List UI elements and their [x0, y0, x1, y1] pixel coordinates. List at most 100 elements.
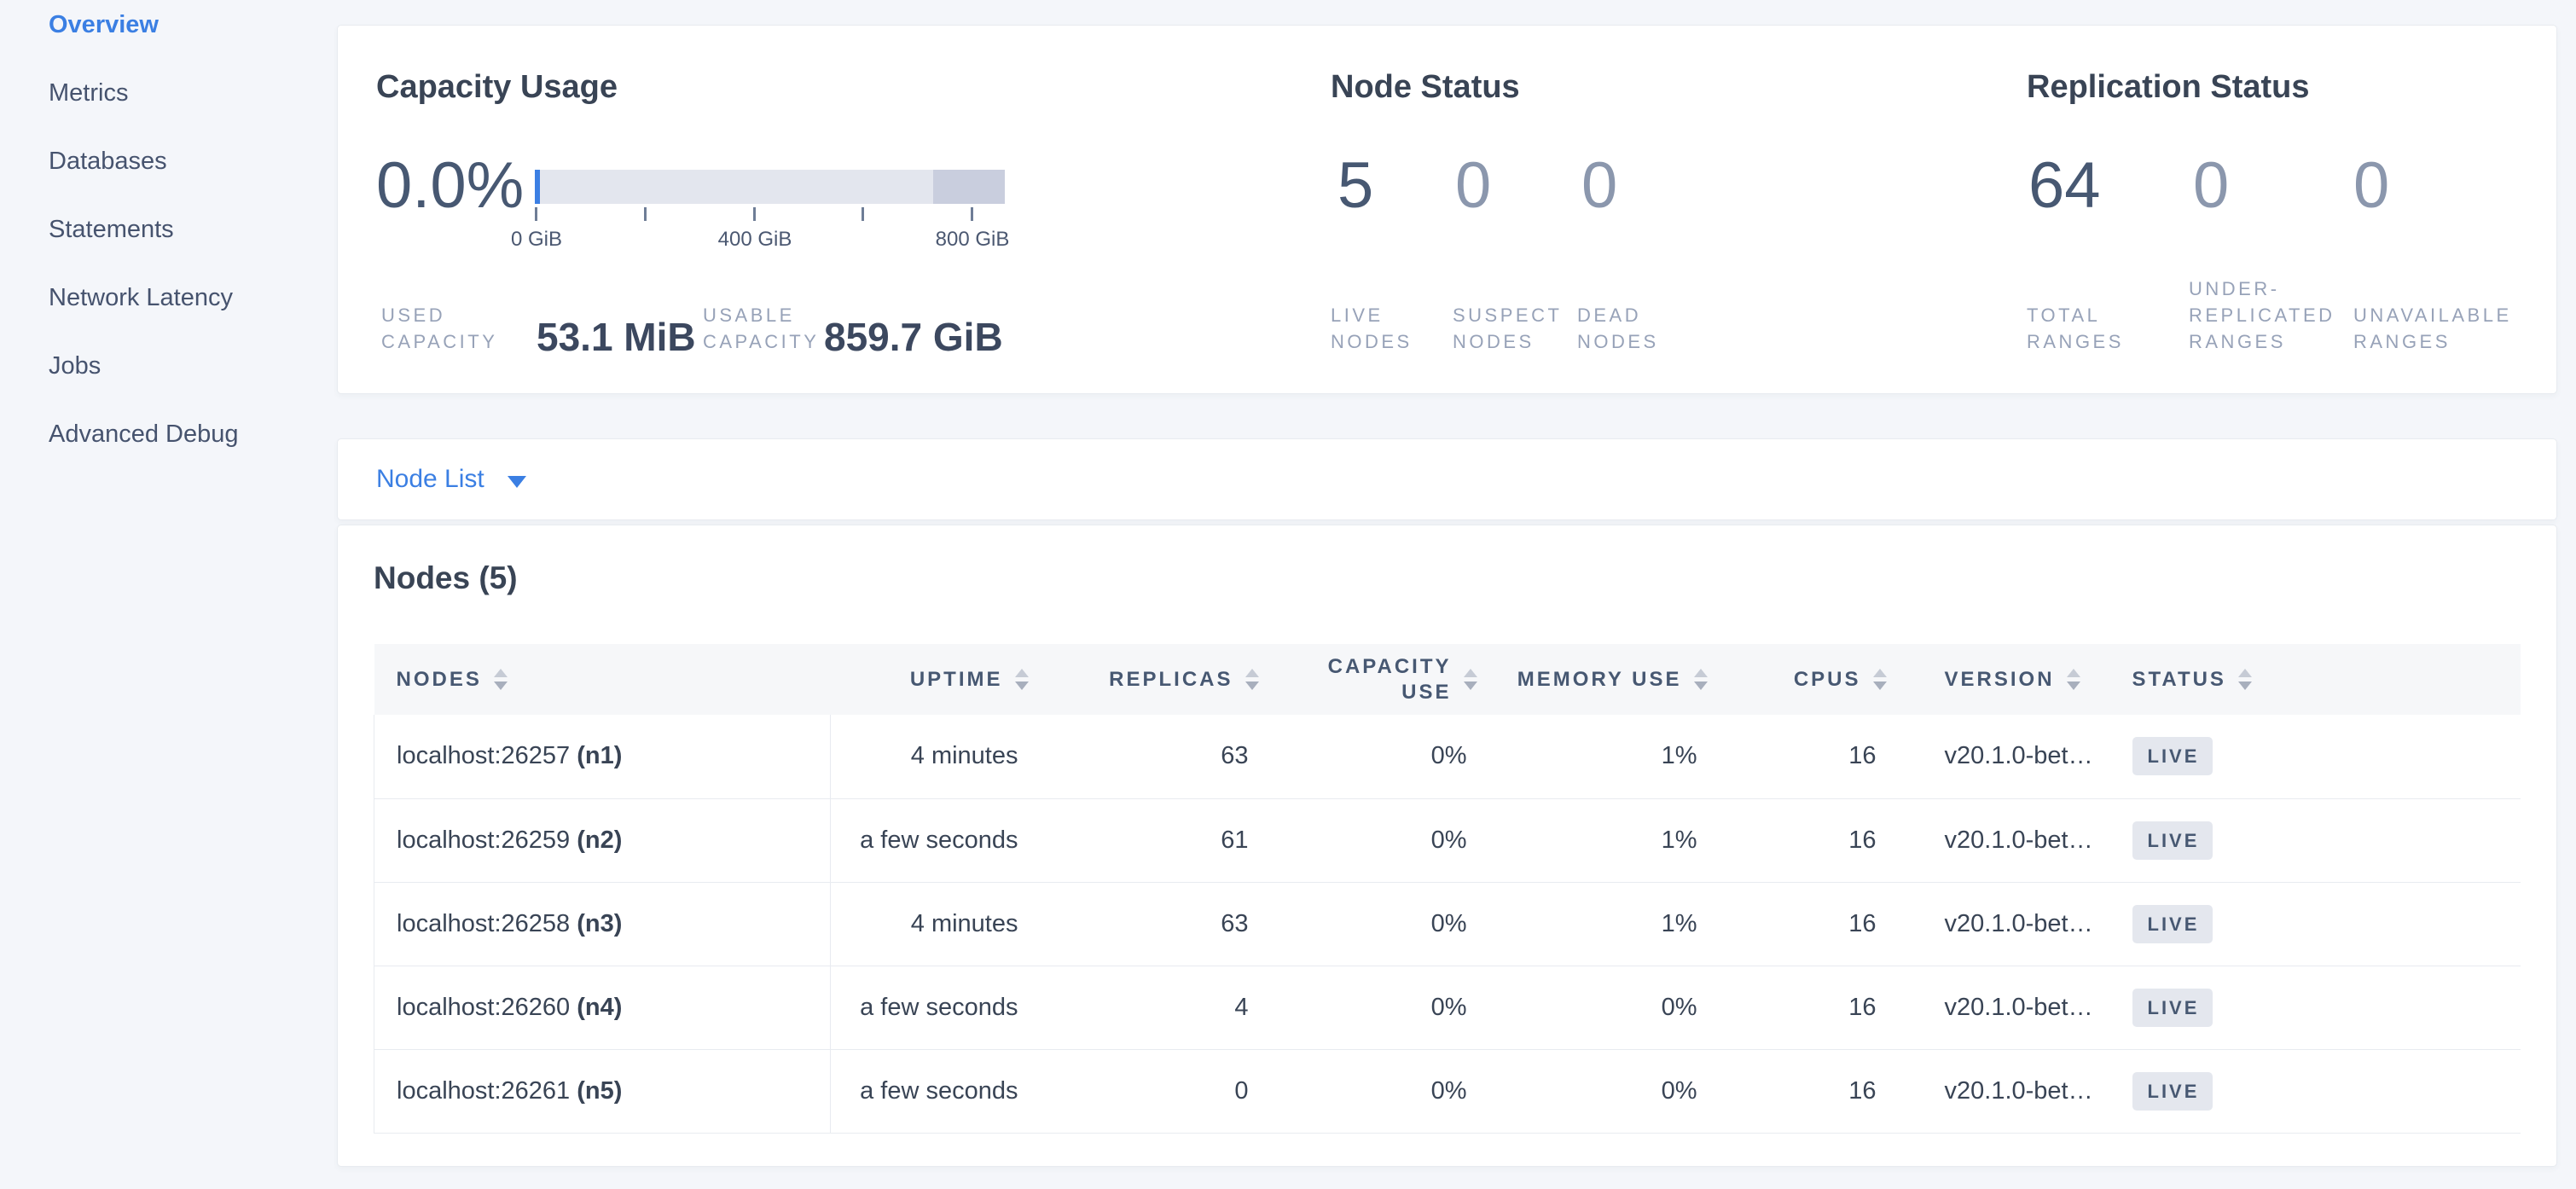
node-address: localhost:26257: [397, 742, 571, 770]
capacity-axis-tick: [971, 207, 973, 221]
capacity-bar-reserved-segment: [933, 170, 1005, 204]
sort-icon[interactable]: [1014, 669, 1029, 690]
table-row-n1[interactable]: localhost:26257 (n1) 4 minutes 63 0% 1% …: [374, 715, 2521, 798]
column-header-capacity-use[interactable]: CAPACITY USE: [1273, 644, 1493, 715]
column-header-memory-use[interactable]: MEMORY USE: [1492, 644, 1723, 715]
column-header-replicas[interactable]: REPLICAS: [1043, 644, 1274, 715]
node-id: (n1): [577, 742, 623, 770]
unavailable-ranges-label-line2: RANGES: [2353, 331, 2451, 352]
capacity-axis-tick: [753, 207, 756, 221]
table-row-n4[interactable]: localhost:26260 (n4) a few seconds 4 0% …: [374, 965, 2521, 1049]
replication-status-title: Replication Status: [2027, 69, 2310, 105]
status-cell: LIVE: [2106, 881, 2521, 966]
node-address-cell[interactable]: localhost:26258 (n3): [374, 881, 831, 966]
column-header-uptime[interactable]: UPTIME: [830, 644, 1044, 715]
sort-icon[interactable]: [2066, 669, 2080, 690]
column-header-capacity-label-line1: CAPACITY: [1327, 654, 1452, 678]
capacity-usage-percent: 0.0%: [376, 149, 525, 222]
node-address-cell[interactable]: localhost:26261 (n5): [374, 1048, 831, 1134]
sidebar: Overview Metrics Databases Statements Ne…: [0, 0, 337, 1167]
uptime-cell: 4 minutes: [830, 881, 1044, 966]
capacity-axis-tick: [644, 207, 647, 221]
under-replicated-label-line1: UNDER-: [2189, 278, 2280, 299]
sidebar-item-jobs[interactable]: Jobs: [49, 351, 102, 380]
under-replicated-label-line2: REPLICATED: [2189, 304, 2335, 326]
column-header-version[interactable]: VERSION: [1901, 644, 2107, 715]
node-status-title: Node Status: [1331, 69, 1520, 105]
node-address: localhost:26259: [397, 826, 571, 854]
cpus-cell: 16: [1722, 1048, 1902, 1134]
status-cell: LIVE: [2106, 715, 2521, 798]
column-header-cpus[interactable]: CPUS: [1722, 644, 1902, 715]
sidebar-item-statements[interactable]: Statements: [49, 215, 174, 243]
node-id: (n2): [577, 826, 623, 854]
node-list-dropdown-label[interactable]: Node List: [376, 465, 484, 493]
column-header-uptime-label: UPTIME: [909, 667, 1003, 691]
capacity-axis-tick: [535, 207, 537, 221]
sort-icon[interactable]: [2237, 669, 2252, 690]
table-row-n2[interactable]: localhost:26259 (n2) a few seconds 61 0%…: [374, 798, 2521, 882]
usable-capacity-label: USABLE CAPACITY: [703, 302, 819, 355]
live-nodes-label: LIVE NODES: [1331, 302, 1413, 355]
node-id: (n4): [577, 993, 623, 1021]
memory-use-cell: 0%: [1492, 965, 1723, 1049]
replicas-cell: 63: [1043, 881, 1274, 966]
sidebar-item-network-latency[interactable]: Network Latency: [49, 283, 233, 311]
column-header-replicas-label: REPLICAS: [1109, 667, 1233, 691]
capacity-bar-used-segment: [535, 170, 540, 204]
node-address: localhost:26261: [397, 1076, 571, 1105]
capacity-axis-label-400: 400 GiB: [717, 228, 792, 251]
cpus-cell: 16: [1722, 798, 1902, 882]
chevron-down-icon: [507, 475, 526, 488]
total-ranges-label-line1: TOTAL: [2027, 304, 2101, 326]
sidebar-item-advanced-debug[interactable]: Advanced Debug: [49, 420, 239, 448]
live-nodes-label-line2: NODES: [1331, 331, 1413, 352]
column-header-nodes[interactable]: NODES: [374, 644, 831, 715]
node-address-cell[interactable]: localhost:26257 (n1): [374, 715, 831, 798]
nodes-table: NODES UPTIME REPLICAS: [374, 644, 2521, 1134]
used-capacity-label: USED CAPACITY: [381, 302, 497, 355]
dead-nodes-count: 0: [1581, 149, 1618, 222]
unavailable-ranges-label-line1: UNAVAILABLE: [2353, 304, 2512, 326]
dead-nodes-label-line2: NODES: [1577, 331, 1659, 352]
live-nodes-count: 5: [1337, 149, 1374, 222]
sidebar-item-metrics[interactable]: Metrics: [49, 78, 129, 107]
under-replicated-label-line3: RANGES: [2189, 331, 2286, 352]
cluster-summary-card: Capacity Usage 0.0% 0 GiB 400 GiB 800 Gi…: [337, 25, 2557, 394]
column-header-status[interactable]: STATUS: [2106, 644, 2521, 715]
cpus-cell: 16: [1722, 715, 1902, 798]
uptime-cell: a few seconds: [830, 1048, 1044, 1134]
total-ranges-label: TOTAL RANGES: [2027, 302, 2124, 355]
unavailable-ranges-count: 0: [2353, 149, 2390, 222]
nodes-table-card: Nodes (5) NODES: [337, 525, 2557, 1167]
sort-icon[interactable]: [1872, 669, 1887, 690]
capacity-usage-bar: [535, 170, 1005, 204]
usable-capacity-label-line1: USABLE: [703, 304, 795, 326]
version-cell: v20.1.0-bet…: [1901, 965, 2107, 1049]
node-address-cell[interactable]: localhost:26260 (n4): [374, 965, 831, 1049]
cpus-cell: 16: [1722, 965, 1902, 1049]
column-header-nodes-label: NODES: [396, 667, 482, 691]
node-address-cell[interactable]: localhost:26259 (n2): [374, 798, 831, 882]
replicas-cell: 4: [1043, 965, 1274, 1049]
sort-icon[interactable]: [1244, 669, 1259, 690]
sort-icon[interactable]: [1463, 669, 1477, 690]
memory-use-cell: 0%: [1492, 1048, 1723, 1134]
sidebar-item-databases[interactable]: Databases: [49, 147, 167, 175]
sort-icon[interactable]: [493, 669, 508, 690]
node-address: localhost:26260: [397, 993, 571, 1021]
column-header-capacity-label-line2: USE: [1401, 680, 1452, 704]
status-badge: LIVE: [2132, 904, 2213, 943]
capacity-use-cell: 0%: [1273, 798, 1493, 882]
node-list-dropdown[interactable]: Node List: [337, 438, 2557, 520]
replicas-cell: 61: [1043, 798, 1274, 882]
version-cell: v20.1.0-bet…: [1901, 881, 2107, 966]
sort-icon[interactable]: [1693, 669, 1708, 690]
usable-capacity-value: 859.7 GiB: [824, 315, 1003, 359]
table-row-n5[interactable]: localhost:26261 (n5) a few seconds 0 0% …: [374, 1048, 2521, 1134]
node-address: localhost:26258: [397, 909, 571, 937]
table-header-row: NODES UPTIME REPLICAS: [374, 644, 2521, 715]
unavailable-ranges-label: UNAVAILABLE RANGES: [2353, 302, 2512, 355]
table-row-n3[interactable]: localhost:26258 (n3) 4 minutes 63 0% 1% …: [374, 881, 2521, 966]
sidebar-item-overview[interactable]: Overview: [49, 10, 159, 38]
